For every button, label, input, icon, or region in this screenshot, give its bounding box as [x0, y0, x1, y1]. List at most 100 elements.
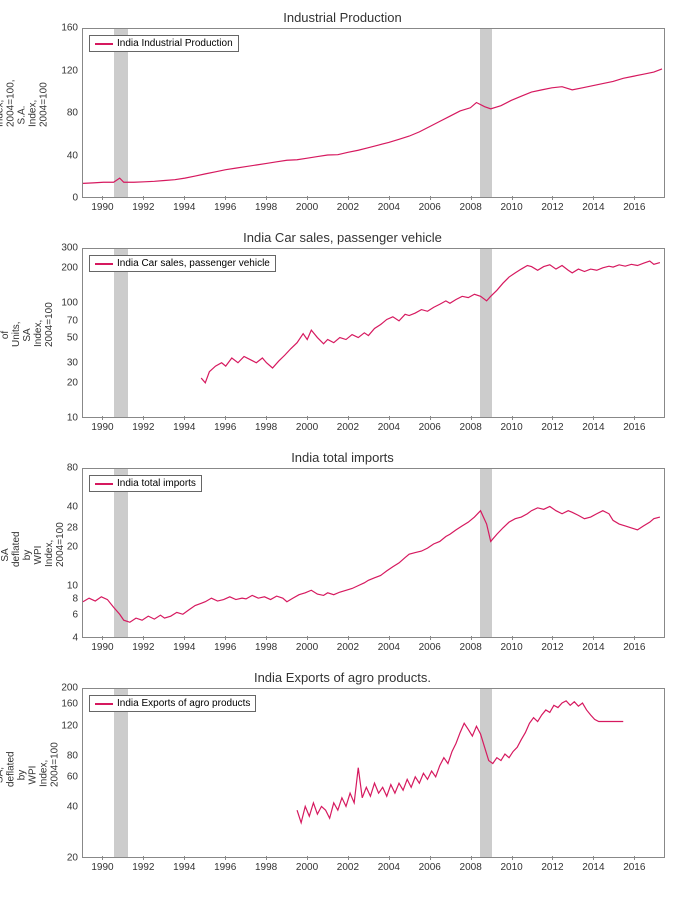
x-tick-label: 2012 — [541, 862, 563, 873]
y-tick-label: 20 — [67, 378, 78, 389]
x-tick-label: 2006 — [419, 862, 441, 873]
x-tick-label: 2012 — [541, 642, 563, 653]
series-line — [83, 469, 664, 637]
x-tick-label: 2016 — [623, 422, 645, 433]
y-tick-label: 160 — [61, 23, 78, 34]
series-line — [83, 29, 664, 197]
x-tick-label: 2008 — [460, 862, 482, 873]
chart-title: India total imports — [10, 450, 675, 465]
x-tick-label: 2014 — [582, 422, 604, 433]
x-tick-label: 1990 — [91, 422, 113, 433]
x-tick-label: 1994 — [173, 862, 195, 873]
x-tick-label: 2006 — [419, 202, 441, 213]
x-tick-label: 2002 — [337, 862, 359, 873]
x-tick-label: 2014 — [582, 642, 604, 653]
x-tick-label: 2010 — [500, 862, 522, 873]
x-tick-label: 1992 — [132, 642, 154, 653]
x-ticks: 1990199219941996199820002002200420062008… — [82, 420, 665, 440]
y-tick-label: 10 — [67, 581, 78, 592]
y-tick-label: 120 — [61, 720, 78, 731]
x-tick-label: 2000 — [296, 422, 318, 433]
y-tick-label: 4 — [72, 633, 78, 644]
plot-area: India Industrial Production — [82, 28, 665, 198]
y-tick-label: 50 — [67, 332, 78, 343]
y-tick-label: 20 — [67, 541, 78, 552]
x-tick-label: 1998 — [255, 862, 277, 873]
y-tick-label: 100 — [61, 297, 78, 308]
x-tick-label: 2012 — [541, 422, 563, 433]
x-tick-label: 1994 — [173, 202, 195, 213]
series-line — [83, 689, 664, 857]
x-ticks: 1990199219941996199820002002200420062008… — [82, 860, 665, 880]
x-tick-label: 2004 — [378, 642, 400, 653]
x-tick-label: 2014 — [582, 202, 604, 213]
x-tick-label: 1992 — [132, 202, 154, 213]
y-tick-label: 200 — [61, 683, 78, 694]
x-tick-label: 1992 — [132, 862, 154, 873]
x-tick-label: 2008 — [460, 202, 482, 213]
x-tick-label: 1998 — [255, 642, 277, 653]
x-tick-label: 2004 — [378, 422, 400, 433]
y-tick-label: 200 — [61, 263, 78, 274]
y-tick-label: 160 — [61, 699, 78, 710]
y-tick-label: 40 — [67, 801, 78, 812]
x-tick-label: 1990 — [91, 642, 113, 653]
y-ticks: 20406080120160200 — [50, 688, 80, 858]
x-tick-label: 2000 — [296, 862, 318, 873]
chart-panel: India Exports of agro products.Bn.US$, S… — [10, 670, 675, 880]
y-tick-label: 28 — [67, 522, 78, 533]
x-tick-label: 2016 — [623, 202, 645, 213]
y-tick-label: 80 — [67, 463, 78, 474]
x-tick-label: 2014 — [582, 862, 604, 873]
x-tick-label: 2016 — [623, 642, 645, 653]
y-tick-label: 40 — [67, 150, 78, 161]
y-axis-label: Thous of Units, SA Index, 2004=100 — [0, 323, 55, 347]
x-tick-label: 1998 — [255, 202, 277, 213]
y-tick-label: 80 — [67, 750, 78, 761]
y-tick-label: 20 — [67, 853, 78, 864]
y-tick-label: 120 — [61, 65, 78, 76]
y-tick-label: 8 — [72, 593, 78, 604]
y-ticks: 1020305070100200300 — [50, 248, 80, 418]
x-tick-label: 2016 — [623, 862, 645, 873]
x-tick-label: 2010 — [500, 422, 522, 433]
x-tick-label: 1990 — [91, 202, 113, 213]
x-tick-label: 2008 — [460, 642, 482, 653]
x-tick-label: 1994 — [173, 422, 195, 433]
plot-area: India Car sales, passenger vehicle — [82, 248, 665, 418]
x-tick-label: 1992 — [132, 422, 154, 433]
x-tick-label: 1990 — [91, 862, 113, 873]
x-tick-label: 1994 — [173, 642, 195, 653]
x-tick-label: 1996 — [214, 642, 236, 653]
x-ticks: 1990199219941996199820002002200420062008… — [82, 200, 665, 220]
x-tick-label: 2006 — [419, 642, 441, 653]
chart-title: India Car sales, passenger vehicle — [10, 230, 675, 245]
x-tick-label: 1998 — [255, 422, 277, 433]
chart-panel: Industrial ProductionIndex, 2004=100, S.… — [10, 10, 675, 220]
x-tick-label: 2004 — [378, 862, 400, 873]
y-tick-label: 10 — [67, 413, 78, 424]
plot-area: India total imports — [82, 468, 665, 638]
x-tick-label: 2002 — [337, 202, 359, 213]
plot-area: India Exports of agro products — [82, 688, 665, 858]
chart-title: India Exports of agro products. — [10, 670, 675, 685]
y-ticks: 4681020284080 — [50, 468, 80, 638]
x-tick-label: 2010 — [500, 202, 522, 213]
x-tick-label: 2002 — [337, 642, 359, 653]
y-tick-label: 80 — [67, 108, 78, 119]
chart-panel: India Car sales, passenger vehicleThous … — [10, 230, 675, 440]
x-tick-label: 2000 — [296, 202, 318, 213]
x-tick-label: 2012 — [541, 202, 563, 213]
y-tick-label: 40 — [67, 502, 78, 513]
y-tick-label: 6 — [72, 609, 78, 620]
x-tick-label: 1996 — [214, 422, 236, 433]
chart-panel: India total importsUSD bn SA deflated by… — [10, 450, 675, 660]
x-ticks: 1990199219941996199820002002200420062008… — [82, 640, 665, 660]
y-tick-label: 60 — [67, 771, 78, 782]
x-tick-label: 2010 — [500, 642, 522, 653]
y-axis-label: Index, 2004=100, S.A. Index, 2004=100 — [0, 103, 50, 127]
y-tick-label: 70 — [67, 315, 78, 326]
x-tick-label: 2004 — [378, 202, 400, 213]
series-line — [83, 249, 664, 417]
x-tick-label: 2008 — [460, 422, 482, 433]
